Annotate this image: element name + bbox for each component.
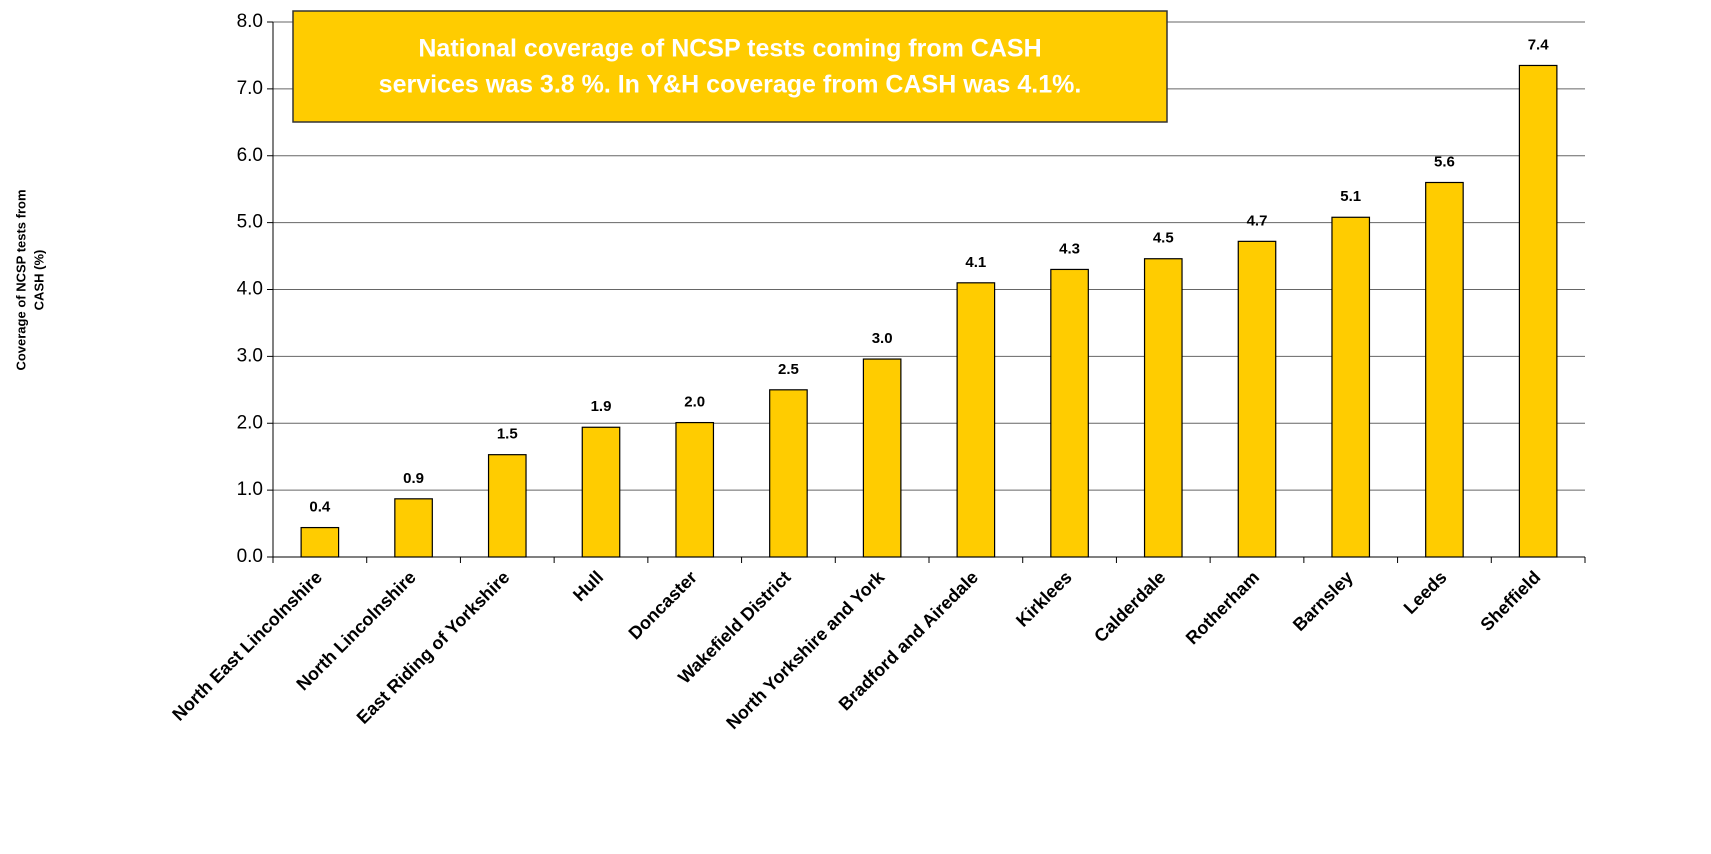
data-label: 4.3 [1059,240,1080,257]
bar [1050,268,1089,558]
data-label: 0.9 [403,470,424,487]
y-tick-label: 3.0 [237,345,263,366]
y-axis-title-line: CASH (%) [31,250,46,311]
bar [1143,258,1183,558]
data-label: 0.4 [309,499,331,516]
data-label: 4.5 [1153,230,1174,247]
y-tick-label: 0.0 [237,546,263,567]
x-tick-label: Sheffield [1476,567,1544,635]
y-tick-label: 7.0 [237,78,263,99]
x-tick-label: Hull [569,567,607,605]
x-tick-label: Leeds [1400,567,1451,618]
bar [1331,216,1371,558]
x-tick-label: Rotherham [1182,567,1263,648]
x-tick-label: East Riding of Yorkshire [353,567,514,728]
bar [769,389,808,558]
bar [1425,181,1464,558]
x-tick-label: Barnsley [1289,567,1357,635]
bar [394,498,433,558]
data-label: 4.1 [965,254,986,271]
data-label: 4.7 [1247,212,1268,229]
x-tick-label: Doncaster [625,567,701,643]
x-tick-label: Kirklees [1012,567,1076,631]
bar [1237,240,1277,558]
y-axis-title-line: Coverage of NCSP tests from [13,189,28,370]
bar [862,358,902,558]
bar [300,526,340,558]
x-tick-label: North Yorkshire and York [722,566,889,733]
bar [956,282,996,558]
data-label: 5.6 [1434,153,1455,170]
data-label: 5.1 [1340,188,1361,205]
y-tick-label: 1.0 [237,479,263,500]
x-tick-label: North East Lincolnshire [168,567,326,725]
y-tick-label: 2.0 [237,412,263,433]
bar [487,454,527,558]
data-label: 1.9 [591,398,612,415]
bar [1518,64,1558,558]
y-tick-label: 4.0 [237,279,263,300]
y-tick-label: 8.0 [237,11,263,32]
data-label: 2.5 [778,361,799,378]
annotation-text: National coverage of NCSP tests coming f… [418,35,1041,63]
x-tick-label: Calderdale [1090,567,1169,646]
y-tick-label: 6.0 [237,145,263,166]
bar [581,426,621,558]
bar [675,421,715,558]
data-label: 1.5 [497,426,518,443]
annotation-box [292,10,1168,123]
data-label: 2.0 [684,394,705,411]
y-tick-label: 5.0 [237,212,263,233]
data-label: 3.0 [872,330,893,347]
annotation-text: services was 3.8 %. In Y&H coverage from… [379,71,1082,99]
data-label: 7.4 [1528,36,1550,53]
y-axis-title: Coverage of NCSP tests from CASH (%) [13,189,46,370]
